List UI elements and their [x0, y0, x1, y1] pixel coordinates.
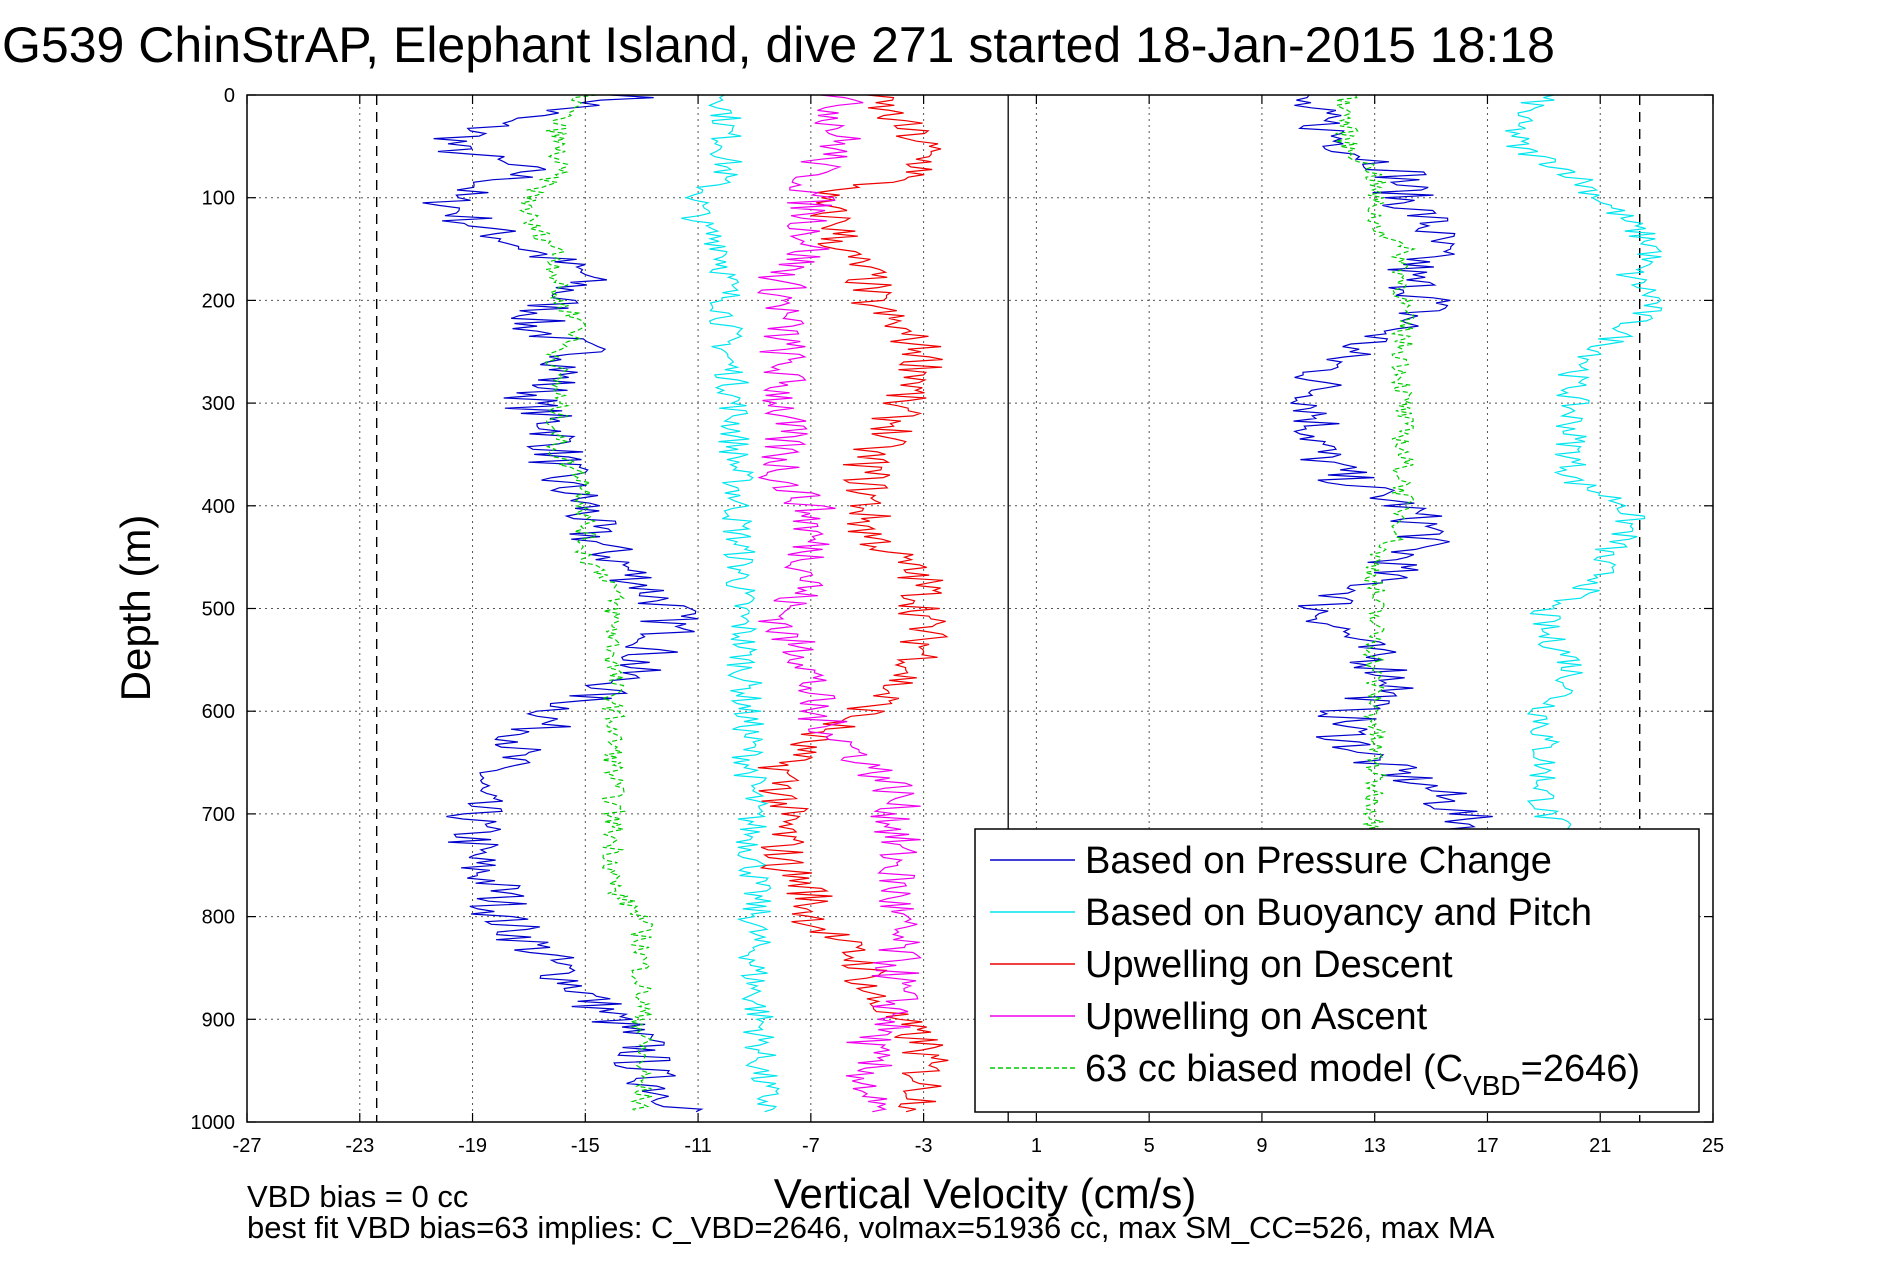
- legend: Based on Pressure Change Based on Buoyanc…: [974, 828, 1700, 1113]
- legend-box: [974, 828, 1700, 1113]
- annotation-best-fit: best fit VBD bias=63 implies: C_VBD=2646…: [247, 1210, 1495, 1245]
- x-tick-label: 17: [1476, 1135, 1498, 1157]
- legend-label: Based on Buoyancy and Pitch: [1085, 892, 1592, 934]
- y-tick-label: 300: [202, 393, 235, 415]
- y-tick-label: 100: [202, 188, 235, 210]
- series-63-cc-biased-ascent: [1334, 95, 1417, 1113]
- x-tick-label: -27: [233, 1135, 262, 1157]
- series-based-on-pressure-descent: [422, 95, 704, 1113]
- x-tick-label: 25: [1702, 1135, 1724, 1157]
- x-tick-label: -3: [915, 1135, 933, 1157]
- y-tick-label: 800: [202, 907, 235, 929]
- y-tick-label: 900: [202, 1009, 235, 1031]
- x-tick-label: -11: [684, 1135, 711, 1157]
- x-tick-label: -23: [345, 1135, 374, 1157]
- y-axis-label: Depth (m): [112, 515, 159, 702]
- annotation-vbd-bias: VBD bias = 0 cc: [247, 1179, 468, 1214]
- x-tick-label: 5: [1144, 1135, 1155, 1157]
- x-tick-label: -19: [458, 1135, 487, 1157]
- y-tick-label: 600: [202, 701, 235, 723]
- y-tick-label: 400: [202, 496, 235, 518]
- legend-label: Upwelling on Descent: [1085, 944, 1453, 986]
- x-axis-label: Vertical Velocity (cm/s): [774, 1170, 1196, 1217]
- legend-label: Upwelling on Ascent: [1085, 996, 1428, 1038]
- x-tick-label: -7: [802, 1135, 820, 1157]
- y-tick-label: 200: [202, 290, 235, 312]
- x-tick-label: 21: [1589, 1135, 1611, 1157]
- y-tick-label: 1000: [191, 1112, 236, 1134]
- y-tick-label: 500: [202, 599, 235, 621]
- legend-label: Based on Pressure Change: [1085, 840, 1552, 882]
- series-upwelling-on-ascent-ascent: [756, 95, 922, 1113]
- x-tick-label: 13: [1364, 1135, 1386, 1157]
- axis-ticks: -27 -23 -19 -15 -11 -7 -3 1 5 9 13 17 21 25 0 100 200 300…: [191, 85, 1725, 1157]
- series-based-on-buoyancy-descent: [681, 95, 780, 1113]
- y-tick-label: 0: [224, 85, 235, 107]
- y-tick-label: 700: [202, 804, 235, 826]
- x-tick-label: 9: [1256, 1135, 1267, 1157]
- chart-title: G539 ChinStrAP, Elephant Island, dive 27…: [2, 17, 1555, 73]
- series-63-cc-biased-descent: [518, 95, 654, 1113]
- series-upwelling-on-descent-descent: [757, 95, 949, 1113]
- x-tick-label: -15: [571, 1135, 600, 1157]
- x-tick-label: 1: [1031, 1135, 1042, 1157]
